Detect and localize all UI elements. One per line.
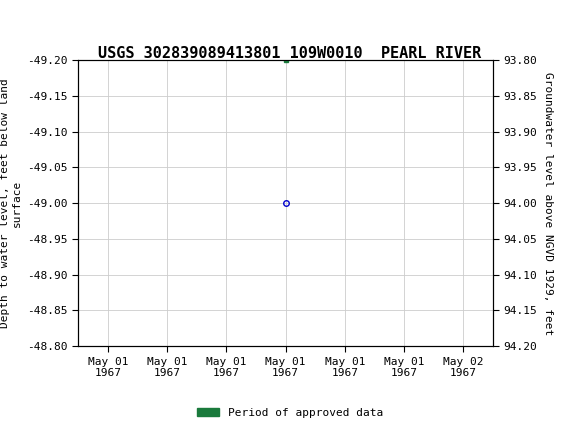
Text: USGS: USGS bbox=[38, 10, 81, 28]
Y-axis label: Depth to water level, feet below land
surface: Depth to water level, feet below land su… bbox=[0, 78, 22, 328]
Legend: Period of approved data: Period of approved data bbox=[193, 403, 387, 422]
Y-axis label: Groundwater level above NGVD 1929, feet: Groundwater level above NGVD 1929, feet bbox=[543, 71, 553, 335]
Text: USGS 302839089413801 109W0010  PEARL RIVER: USGS 302839089413801 109W0010 PEARL RIVE… bbox=[99, 46, 481, 61]
